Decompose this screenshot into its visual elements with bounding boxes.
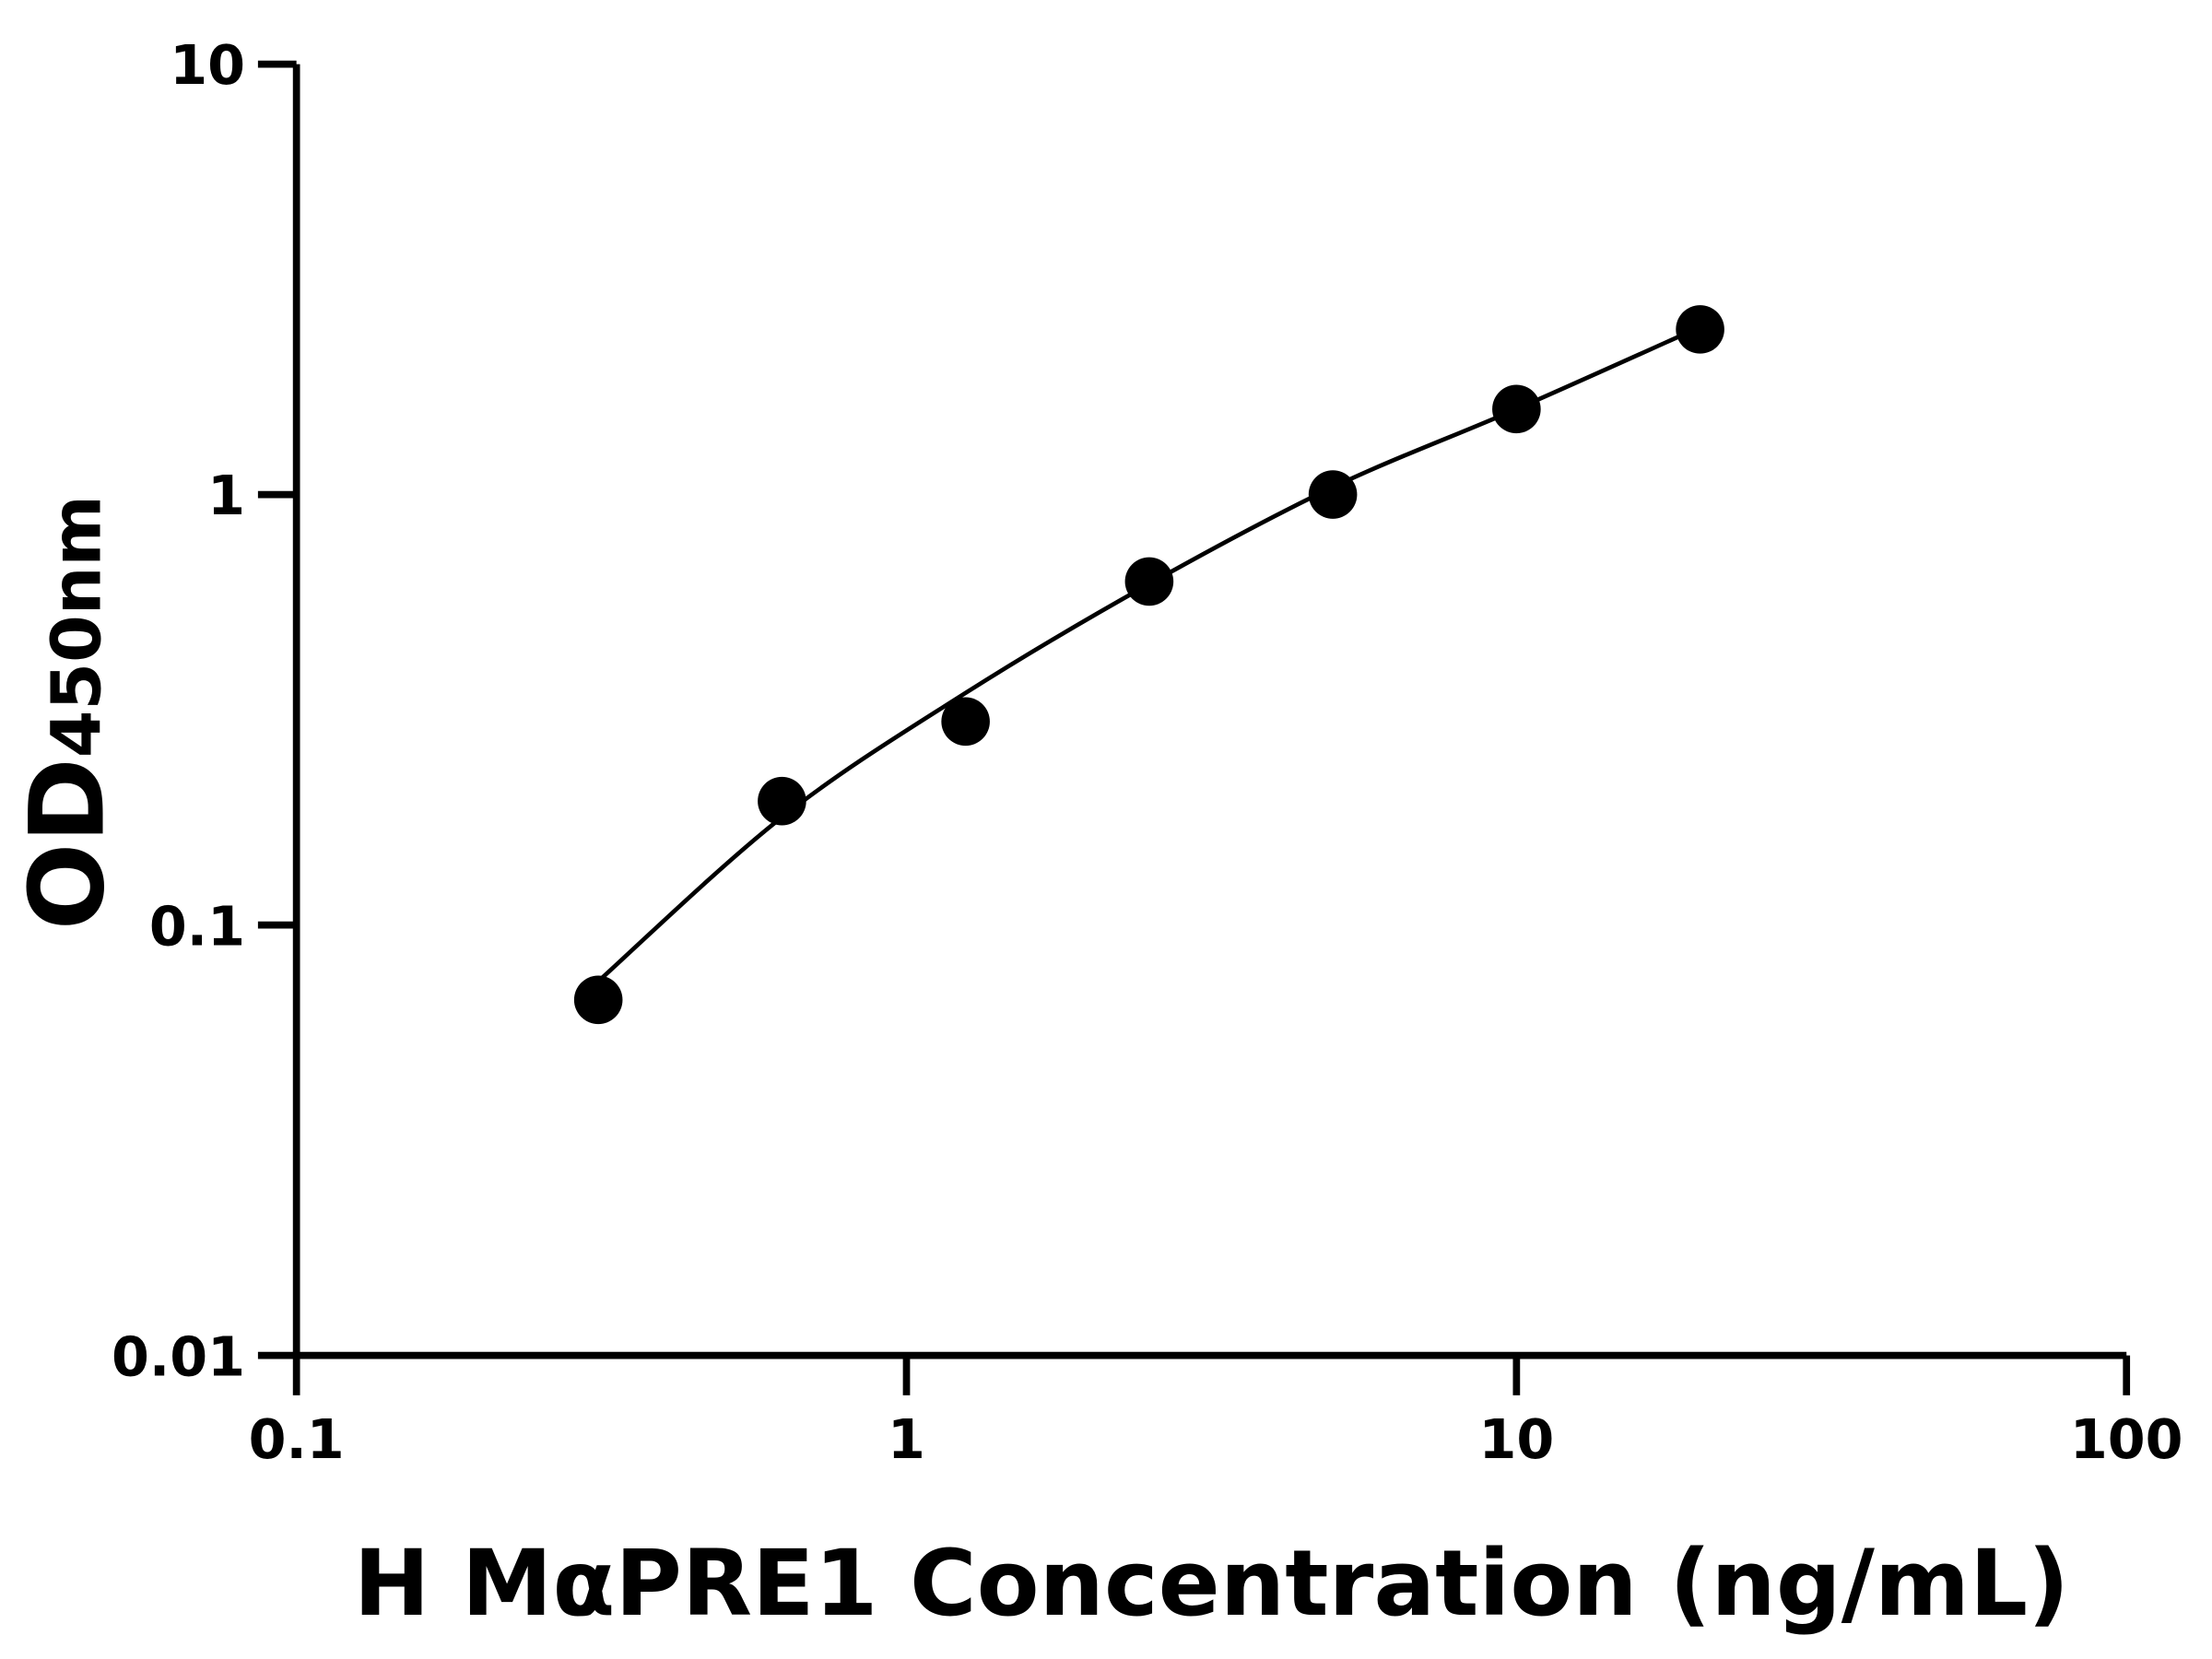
y-axis-title-subscript: 450nm — [36, 495, 116, 758]
data-point — [758, 776, 806, 826]
y-tick-label: 10 — [170, 33, 245, 97]
data-point — [573, 975, 623, 1025]
y-axis-title: OD450nm — [8, 495, 127, 930]
y-tick-label: 1 — [207, 464, 245, 527]
y-tick-label: 0.1 — [149, 894, 245, 958]
y-tick-label: 0.01 — [112, 1324, 245, 1388]
data-point — [1124, 557, 1174, 606]
data-point — [1308, 470, 1358, 519]
x-tick-label: 0.1 — [249, 1407, 345, 1471]
x-tick-label: 1 — [888, 1407, 925, 1471]
fit-curve — [596, 324, 1701, 983]
data-point — [941, 697, 990, 747]
y-axis-title-main: OD — [8, 758, 127, 930]
data-point — [1492, 384, 1541, 434]
x-tick-label: 10 — [1478, 1407, 1554, 1471]
x-axis-title: H MαPRE1 Concentration (ng/mL) — [354, 1531, 2070, 1637]
x-tick-label: 100 — [2070, 1407, 2183, 1471]
data-point — [1676, 305, 1724, 354]
